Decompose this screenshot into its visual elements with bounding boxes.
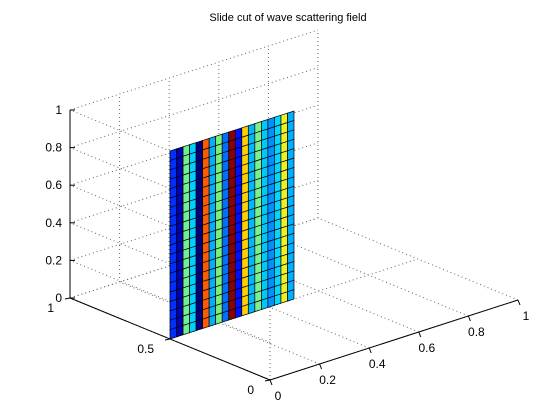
slice-cell bbox=[255, 122, 262, 134]
slice-cell bbox=[203, 138, 210, 150]
y-tick-label: 0 bbox=[247, 383, 254, 397]
z-tick-label: 0.8 bbox=[45, 141, 62, 155]
x-tick-label: 0 bbox=[275, 389, 282, 403]
slice-cell bbox=[268, 117, 275, 129]
slice-cell bbox=[170, 149, 177, 161]
slice-cell bbox=[190, 143, 197, 155]
x-tick-mark bbox=[369, 348, 371, 353]
z-tick-label: 0.6 bbox=[45, 178, 62, 192]
slice-cell bbox=[235, 128, 242, 140]
x-tick-mark bbox=[468, 316, 470, 321]
slice-cell bbox=[196, 140, 203, 152]
slice-cell bbox=[229, 130, 236, 142]
y-tick-mark bbox=[265, 380, 270, 381]
slice-cell bbox=[274, 115, 281, 127]
y-tick-mark bbox=[165, 339, 170, 340]
z-tick-label: 0.2 bbox=[45, 253, 62, 267]
x-tick-label: 0.8 bbox=[468, 325, 485, 339]
x-tick-label: 0.6 bbox=[418, 341, 435, 355]
y-tick-label: 1 bbox=[47, 301, 54, 315]
y-tick-mark bbox=[65, 298, 70, 299]
slice-cell bbox=[261, 119, 268, 131]
slice-cell bbox=[242, 126, 249, 138]
slice-cell bbox=[216, 134, 223, 146]
slice-cell bbox=[281, 113, 288, 125]
x-axis-line bbox=[270, 300, 518, 380]
slice-cell bbox=[209, 136, 216, 148]
z-tick-label: 0 bbox=[55, 291, 62, 305]
slice-cell bbox=[222, 132, 229, 144]
slice-cell bbox=[183, 145, 190, 157]
x-tick-label: 0.2 bbox=[319, 373, 336, 387]
chart-title: Slide cut of wave scattering field bbox=[209, 12, 366, 24]
x-tick-label: 1 bbox=[523, 309, 530, 323]
x-tick-label: 0.4 bbox=[369, 357, 386, 371]
slice-surface bbox=[170, 111, 294, 339]
slice-cell bbox=[177, 147, 184, 159]
grid-line bbox=[70, 30, 318, 110]
slice-cell bbox=[287, 111, 294, 123]
slice-cell bbox=[248, 124, 255, 136]
z-tick-label: 0.4 bbox=[45, 216, 62, 230]
z-tick-label: 1 bbox=[55, 103, 62, 117]
x-tick-mark bbox=[518, 300, 520, 305]
y-tick-label: 0.5 bbox=[137, 342, 154, 356]
x-tick-mark bbox=[320, 364, 322, 369]
x-tick-mark bbox=[270, 380, 272, 385]
x-tick-mark bbox=[419, 332, 421, 337]
